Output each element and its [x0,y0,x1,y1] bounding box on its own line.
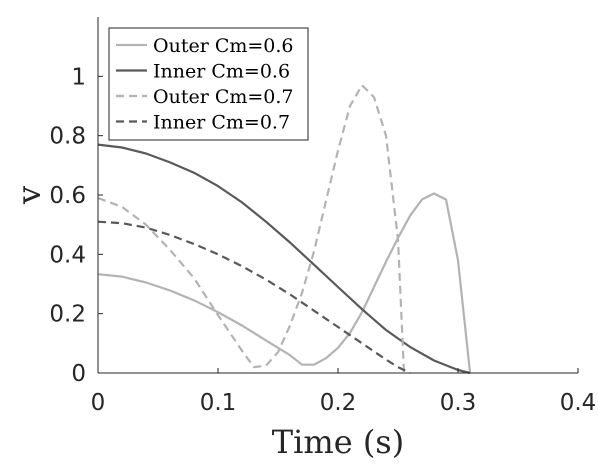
legend-label: Inner Cm=0.7 [153,112,290,134]
axes: 0 0.1 0.2 0.3 0.4 0 0.2 0.4 0.6 0.8 1 [49,17,596,416]
legend-label: Inner Cm=0.6 [153,61,290,83]
y-axis-label: v [10,186,48,205]
legend-label: Outer Cm=0.7 [153,86,294,108]
y-tick-label: 0 [71,361,86,387]
legend: Outer Cm=0.6 Inner Cm=0.6 Outer Cm=0.7 Inne… [108,27,309,141]
x-tick-label: 0.2 [320,390,357,416]
legend-label: Outer Cm=0.6 [153,35,294,57]
y-tick-label: 1 [71,64,86,90]
y-tick-label: 0.8 [49,124,86,150]
series-line-4 [97,220,411,374]
x-tick-label: 0 [91,390,106,416]
x-tick-label: 0.1 [200,390,237,416]
x-axis-label: Time (s) [272,423,404,461]
x-tick-label: 0.3 [440,390,477,416]
y-tick-label: 0.4 [49,242,86,268]
series-line-2 [97,143,471,375]
x-tick-label: 0.4 [560,390,597,416]
plot-lines [97,84,472,375]
series-line-1 [97,192,472,373]
y-tick-label: 0.6 [49,183,86,209]
y-tick-label: 0.2 [49,302,86,328]
